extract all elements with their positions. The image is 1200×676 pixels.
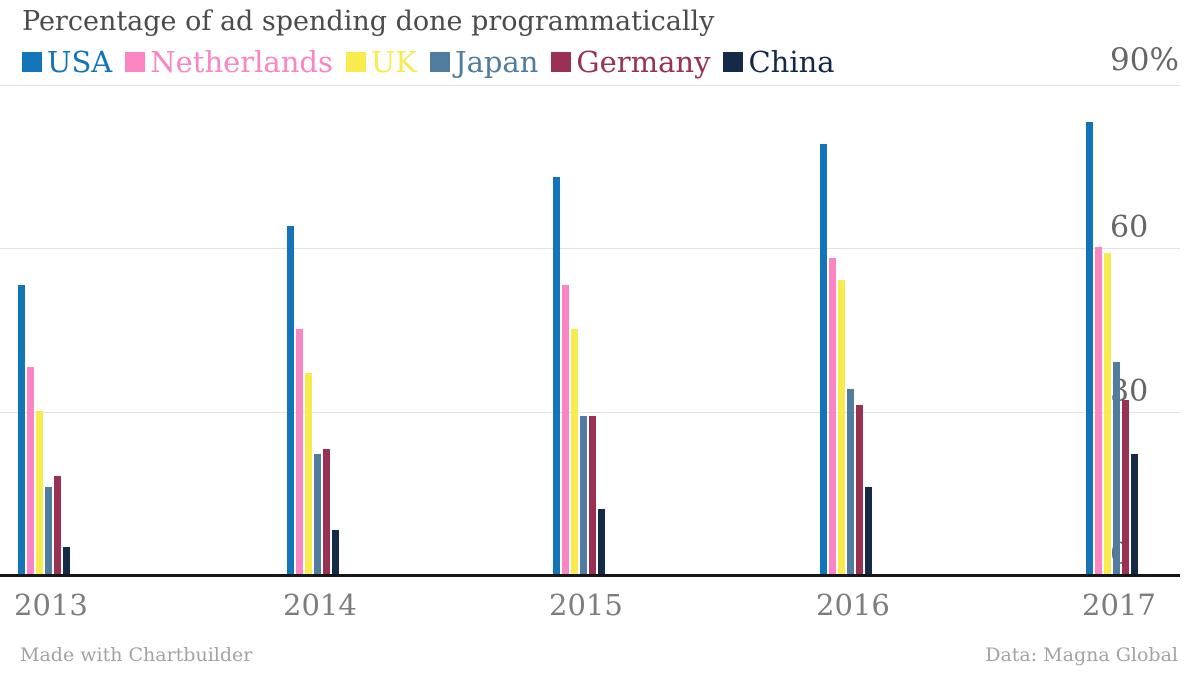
y-axis-top-label: 90% bbox=[1110, 42, 1179, 78]
gridline-60 bbox=[0, 248, 1180, 249]
bar-japan-2017 bbox=[1113, 362, 1120, 574]
chart-title: Percentage of ad spending done programma… bbox=[22, 6, 715, 37]
legend-item-usa: USA bbox=[22, 44, 113, 79]
bar-usa-2014 bbox=[287, 226, 294, 574]
legend-swatch-netherlands bbox=[125, 52, 146, 72]
bar-netherlands-2013 bbox=[27, 367, 34, 574]
bar-germany-2017 bbox=[1122, 400, 1129, 574]
bar-usa-2015 bbox=[553, 177, 560, 574]
bar-china-2014 bbox=[332, 530, 339, 574]
bar-germany-2014 bbox=[323, 449, 330, 574]
credit-text: Made with Chartbuilder bbox=[20, 644, 253, 666]
legend-item-uk: UK bbox=[345, 44, 417, 79]
bar-group-2014 bbox=[287, 226, 339, 574]
legend-label-germany: Germany bbox=[576, 44, 711, 79]
legend-label-china: China bbox=[748, 44, 835, 79]
bar-usa-2013 bbox=[18, 285, 25, 574]
bar-uk-2016 bbox=[838, 280, 845, 574]
x-axis-baseline bbox=[0, 574, 1180, 577]
bar-japan-2016 bbox=[847, 389, 854, 574]
legend-label-netherlands: Netherlands bbox=[150, 44, 333, 79]
x-axis-label-2016: 2016 bbox=[816, 588, 890, 622]
x-axis-label-2014: 2014 bbox=[283, 588, 357, 622]
legend-label-uk: UK bbox=[370, 44, 417, 79]
gridline-30 bbox=[0, 412, 1180, 413]
bar-usa-2017 bbox=[1086, 122, 1093, 574]
bar-netherlands-2015 bbox=[562, 285, 569, 574]
bar-china-2016 bbox=[865, 487, 872, 574]
legend-swatch-china bbox=[723, 52, 744, 72]
legend-swatch-uk bbox=[345, 52, 366, 72]
bar-netherlands-2017 bbox=[1095, 247, 1102, 574]
bar-germany-2016 bbox=[856, 405, 863, 574]
y-axis-label-60: 60 bbox=[1110, 210, 1149, 245]
gridline-90 bbox=[0, 85, 1180, 86]
bar-netherlands-2014 bbox=[296, 329, 303, 574]
legend-item-china: China bbox=[723, 44, 835, 79]
bar-usa-2016 bbox=[820, 144, 827, 574]
legend-label-japan: Japan bbox=[454, 44, 539, 79]
legend-label-usa: USA bbox=[47, 44, 113, 79]
x-axis-label-2015: 2015 bbox=[549, 588, 623, 622]
bar-japan-2014 bbox=[314, 454, 321, 574]
legend-item-germany: Germany bbox=[551, 44, 711, 79]
bar-netherlands-2016 bbox=[829, 258, 836, 574]
bar-japan-2015 bbox=[580, 416, 587, 574]
bar-china-2015 bbox=[598, 509, 605, 574]
bar-germany-2013 bbox=[54, 476, 61, 574]
bar-group-2016 bbox=[820, 144, 872, 574]
legend-swatch-germany bbox=[551, 52, 572, 72]
bar-china-2017 bbox=[1131, 454, 1138, 574]
x-axis-label-2017: 2017 bbox=[1082, 588, 1156, 622]
legend-item-netherlands: Netherlands bbox=[125, 44, 333, 79]
bar-uk-2015 bbox=[571, 329, 578, 574]
bar-group-2013 bbox=[18, 285, 70, 574]
bar-china-2013 bbox=[63, 547, 70, 574]
legend-swatch-japan bbox=[429, 52, 450, 72]
legend: USA Netherlands UK Japan Germany China bbox=[22, 44, 848, 80]
x-axis-label-2013: 2013 bbox=[14, 588, 88, 622]
bar-uk-2013 bbox=[36, 411, 43, 574]
bar-group-2017 bbox=[1086, 122, 1138, 574]
bar-germany-2015 bbox=[589, 416, 596, 574]
legend-swatch-usa bbox=[22, 52, 42, 72]
bar-japan-2013 bbox=[45, 487, 52, 574]
bar-uk-2014 bbox=[305, 373, 312, 574]
bar-uk-2017 bbox=[1104, 253, 1111, 574]
source-text: Data: Magna Global bbox=[985, 644, 1178, 666]
legend-item-japan: Japan bbox=[429, 44, 539, 79]
bar-group-2015 bbox=[553, 177, 605, 574]
